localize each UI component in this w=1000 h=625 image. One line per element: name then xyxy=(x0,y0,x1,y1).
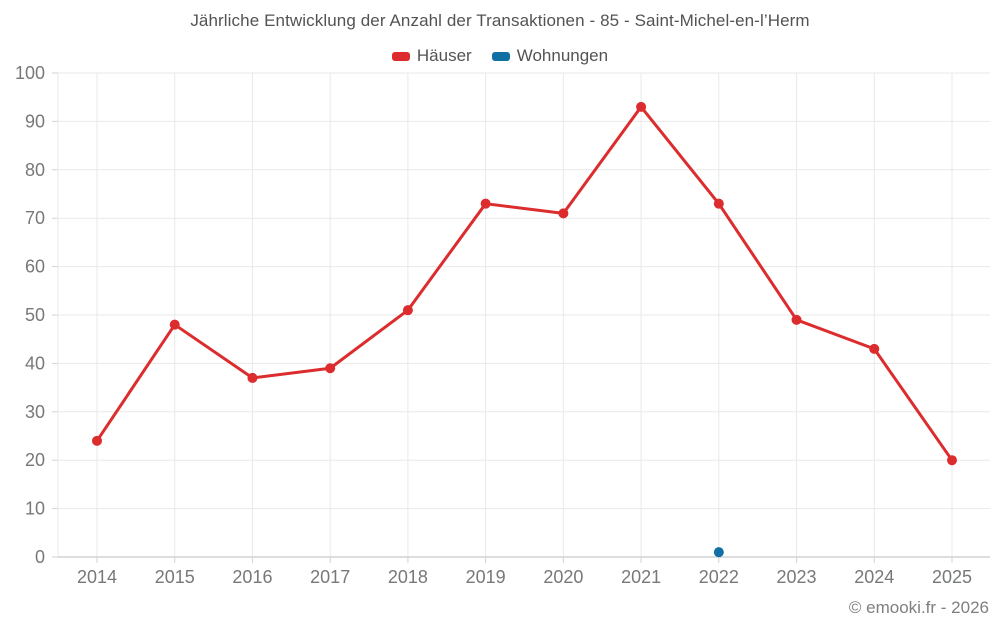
svg-text:0: 0 xyxy=(35,547,45,567)
svg-text:2017: 2017 xyxy=(310,567,350,587)
data-point xyxy=(869,343,880,354)
svg-text:40: 40 xyxy=(25,353,45,373)
svg-text:30: 30 xyxy=(25,402,45,422)
svg-text:2025: 2025 xyxy=(932,567,972,587)
copyright: © emooki.fr - 2026 xyxy=(848,598,989,617)
data-point xyxy=(713,547,724,558)
svg-text:100: 100 xyxy=(15,63,45,83)
legend-item-haeuser[interactable]: Häuser xyxy=(391,46,472,66)
svg-text:2014: 2014 xyxy=(77,567,117,587)
data-point xyxy=(92,435,102,446)
svg-text:2024: 2024 xyxy=(854,567,894,587)
svg-text:70: 70 xyxy=(25,208,45,228)
data-point xyxy=(636,101,647,112)
x-gridlines xyxy=(96,73,953,563)
svg-text:80: 80 xyxy=(25,160,45,180)
legend-swatch-wohnungen-icon xyxy=(491,51,510,61)
svg-text:2023: 2023 xyxy=(777,567,817,587)
legend: Häuser Wohnungen xyxy=(0,46,1000,66)
data-point xyxy=(713,198,724,209)
series-haeuser[interactable] xyxy=(92,101,957,466)
chart-title: Jährliche Entwicklung der Anzahl der Tra… xyxy=(190,11,810,30)
y-axis-labels: 0 10 20 30 40 50 60 70 80 90 100 xyxy=(15,63,45,567)
svg-text:10: 10 xyxy=(25,499,45,519)
data-point xyxy=(247,372,258,383)
data-point xyxy=(947,455,957,466)
svg-text:2016: 2016 xyxy=(232,567,272,587)
data-point xyxy=(402,305,413,316)
legend-item-wohnungen[interactable]: Wohnungen xyxy=(491,46,609,66)
series-wohnungen[interactable] xyxy=(713,547,724,558)
legend-label-wohnungen: Wohnungen xyxy=(516,46,609,65)
svg-text:2022: 2022 xyxy=(699,567,739,587)
data-point xyxy=(791,314,802,325)
data-point xyxy=(558,208,569,219)
legend-label-haeuser: Häuser xyxy=(416,46,472,65)
svg-text:2018: 2018 xyxy=(388,567,428,587)
legend-swatch-haeuser-icon xyxy=(391,51,410,61)
svg-text:50: 50 xyxy=(25,305,45,325)
svg-text:2019: 2019 xyxy=(466,567,506,587)
data-point xyxy=(480,198,491,209)
axis-lines xyxy=(57,73,990,558)
svg-text:20: 20 xyxy=(25,450,45,470)
svg-text:2021: 2021 xyxy=(621,567,661,587)
svg-text:2020: 2020 xyxy=(543,567,583,587)
x-axis-labels: 2014 2015 2016 2017 2018 2019 2020 2021 2022 2023… xyxy=(77,567,972,587)
svg-text:60: 60 xyxy=(25,257,45,277)
data-point xyxy=(169,319,180,330)
y-gridlines xyxy=(52,72,990,558)
data-point xyxy=(325,363,336,374)
svg-text:90: 90 xyxy=(25,111,45,131)
svg-text:2015: 2015 xyxy=(155,567,195,587)
